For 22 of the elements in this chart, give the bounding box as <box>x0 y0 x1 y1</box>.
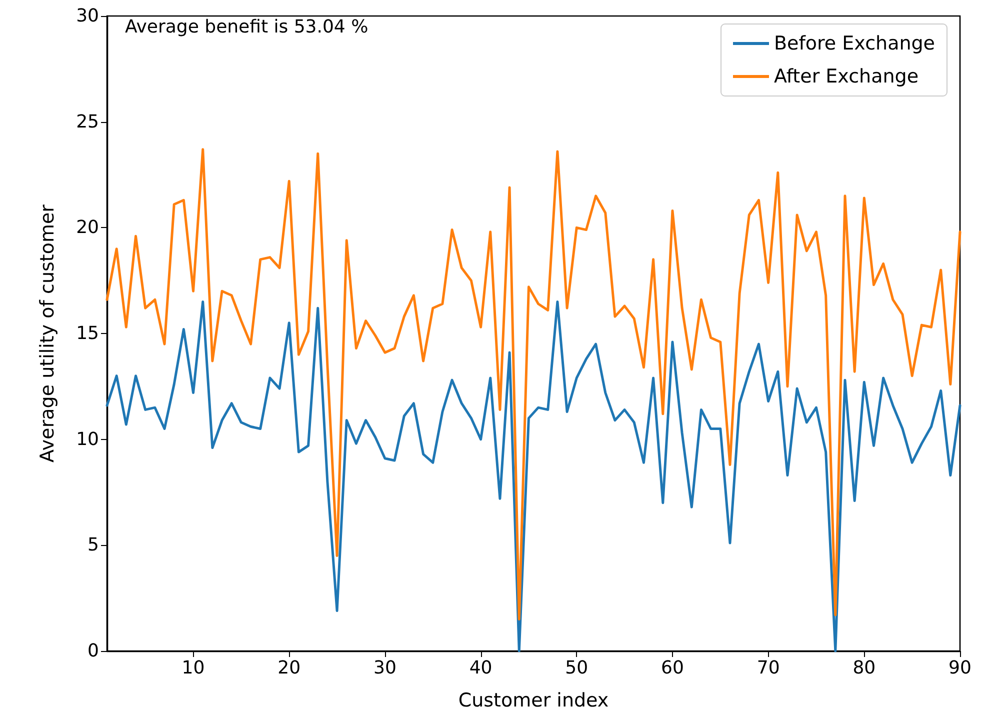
y-axis-title: Average utility of customer <box>36 204 58 462</box>
x-tick-label: 10 <box>182 658 205 678</box>
y-tick-label: 10 <box>76 428 99 450</box>
y-tick-label: 0 <box>88 640 99 662</box>
y-tick-label: 20 <box>76 217 99 238</box>
y-tick-label: 25 <box>76 111 99 132</box>
x-tick-label: 40 <box>469 658 492 678</box>
x-tick-label: 80 <box>852 658 876 678</box>
x-tick-label: 70 <box>756 658 780 678</box>
line-series <box>106 148 962 620</box>
y-tick-label: 5 <box>88 534 99 556</box>
x-tick-label: 20 <box>278 658 301 678</box>
x-tick-label: 90 <box>948 658 972 678</box>
x-tick-label: 30 <box>373 658 396 678</box>
x-tick-label: 50 <box>565 658 588 678</box>
annotation: Average benefit is 53.04 % <box>125 16 368 38</box>
y-tick-label: 30 <box>76 6 99 26</box>
y-tick-label: 15 <box>76 323 99 344</box>
legend-label: Before Exchange <box>774 32 935 54</box>
x-tick-label: 60 <box>661 658 684 678</box>
x-axis-title: Customer index <box>458 690 609 712</box>
legend-label: After Exchange <box>774 66 919 88</box>
